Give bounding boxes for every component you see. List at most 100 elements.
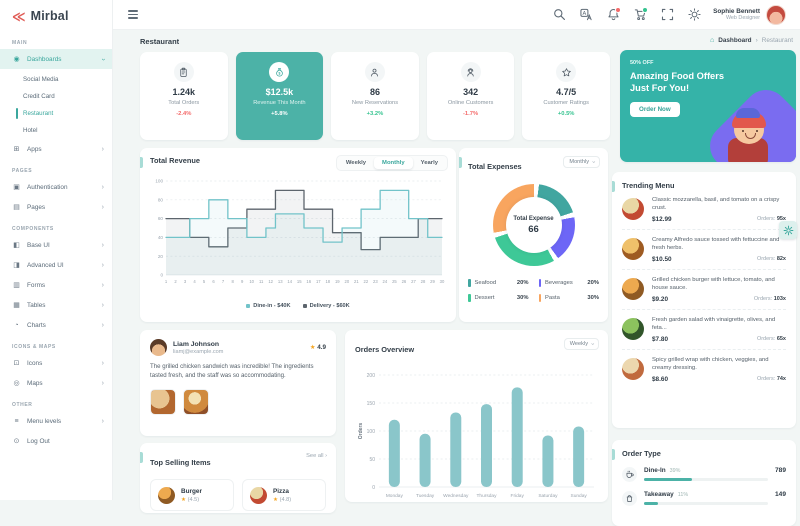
- see-all-link[interactable]: See all ›: [306, 453, 327, 459]
- fullscreen-icon[interactable]: [660, 8, 674, 22]
- sidebar-item-restaurant[interactable]: Restaurant: [0, 105, 112, 122]
- menu-levels-icon: ≡: [14, 417, 19, 425]
- sidebar-section-title-main: MAIN: [12, 40, 28, 46]
- sidebar-item-hotel[interactable]: Hotel: [23, 127, 38, 134]
- orders-period-dropdown[interactable]: Weekly ›: [563, 338, 599, 350]
- svg-text:23: 23: [373, 279, 378, 284]
- svg-text:15: 15: [297, 279, 302, 284]
- orders-label: Orders:: [753, 296, 773, 303]
- legend-item-delivery-60k: Delivery - $60K: [302, 303, 350, 309]
- trending-menu-title: Trending Menu: [622, 181, 675, 190]
- svg-text:30: 30: [440, 279, 445, 284]
- trending-item[interactable]: Creamy Alfredo sauce tossed with fettucc…: [622, 230, 786, 270]
- settings-button[interactable]: [779, 221, 797, 239]
- trending-item[interactable]: Grilled chicken burger with lettuce, tom…: [622, 270, 786, 310]
- sidebar-item-advanced-ui[interactable]: ◨ Advanced UI ›: [0, 255, 112, 275]
- trending-menu-list: Classic mozzarella, basil, and tomato on…: [622, 190, 786, 389]
- svg-text:9: 9: [241, 279, 244, 284]
- svg-text:8: 8: [231, 279, 234, 284]
- svg-text:14: 14: [287, 279, 292, 284]
- sidebar-item-social-media[interactable]: Social Media: [23, 76, 59, 83]
- svg-text:22: 22: [364, 279, 369, 284]
- stat-card-total-orders[interactable]: 1.24k Total Orders -2.4%: [140, 52, 228, 140]
- sidebar-item-pages[interactable]: ▤ Pages ›: [0, 197, 112, 217]
- review-card: Liam Johnson liamj@example.com ★ 4.9 The…: [140, 330, 336, 436]
- orders-label: Orders:: [756, 216, 776, 223]
- burger-image: [622, 277, 644, 300]
- trending-item[interactable]: Spicy grilled wrap with chicken, veggies…: [622, 350, 786, 389]
- tab-yearly[interactable]: Yearly: [420, 160, 438, 166]
- sidebar-item-charts[interactable]: ◔ Charts ›: [0, 315, 112, 335]
- sidebar-item-label: Tables: [27, 301, 46, 309]
- review-photo-egg-sandwich[interactable]: [183, 388, 209, 415]
- theme-toggle-icon[interactable]: [687, 8, 701, 22]
- stat-card-new-reservations[interactable]: 86 New Reservations +3.2%: [331, 52, 419, 140]
- sidebar-item-forms[interactable]: ▥ Forms ›: [0, 275, 112, 295]
- breadcrumb-dashboard[interactable]: Dashboard: [718, 37, 752, 44]
- sidebar-item-dashboards[interactable]: ◉ Dashboards ›: [0, 49, 112, 69]
- svg-text:0: 0: [372, 485, 375, 491]
- home-icon[interactable]: ⌂: [709, 37, 715, 44]
- sidebar-item-apps[interactable]: ⊞ Apps ›: [0, 139, 112, 159]
- cart-icon[interactable]: [633, 6, 649, 22]
- notifications-icon[interactable]: [606, 6, 622, 22]
- trending-item[interactable]: Classic mozzarella, basil, and tomato on…: [622, 190, 786, 230]
- notification-badge: [614, 6, 622, 13]
- expenses-period-dropdown[interactable]: Monthly ›: [563, 156, 600, 168]
- order-type-percent: 39%: [669, 468, 681, 474]
- trending-item-orders: Orders: 82x: [757, 256, 786, 262]
- chevron-down-icon: ›: [589, 343, 595, 345]
- svg-text:6: 6: [212, 279, 215, 284]
- top-selling-item-burger[interactable]: Burger ★ (4.5): [150, 479, 234, 511]
- legend-label: Dine-in - $40K: [253, 303, 291, 309]
- avatar[interactable]: [766, 4, 786, 25]
- user-menu[interactable]: Sophie Bennett Web Designer: [713, 8, 760, 21]
- stat-card-customer-ratings[interactable]: 4.7/5 Customer Ratings +0.5%: [522, 52, 610, 140]
- sidebar-item-menu-levels[interactable]: ≡ Menu levels ›: [0, 411, 112, 431]
- reservations-icon: [364, 62, 385, 82]
- review-photo-sandwich[interactable]: [150, 388, 176, 415]
- svg-text:20: 20: [344, 279, 349, 284]
- base-ui-icon: ◧: [13, 242, 20, 249]
- svg-text:10: 10: [249, 279, 254, 284]
- stat-label: Revenue This Month: [253, 100, 306, 106]
- trending-item[interactable]: Fresh garden salad with vinaigrette, oli…: [622, 310, 786, 350]
- language-icon[interactable]: A: [579, 8, 593, 22]
- brand-logo[interactable]: ≪ Mirbal: [0, 0, 112, 31]
- stat-card-online-customers[interactable]: 342 Online Customers -1.7%: [426, 52, 515, 140]
- promo-title: Amazing Food Offers Just For You!: [630, 71, 725, 94]
- reviewer-email: liamj@example.com: [173, 348, 224, 355]
- sidebar-item-authentication[interactable]: ▣ Authentication ›: [0, 177, 112, 197]
- sidebar-item-maps[interactable]: ◎ Maps ›: [0, 373, 112, 393]
- trending-item-price: $9.20: [652, 295, 668, 303]
- order-now-button[interactable]: Order Now: [630, 102, 680, 118]
- tab-monthly[interactable]: Monthly: [374, 157, 413, 169]
- sidebar-item-credit-card[interactable]: Credit Card: [23, 93, 55, 100]
- revenue-icon: $: [269, 62, 290, 82]
- breadcrumb-separator: ›: [755, 37, 758, 44]
- user-name: Sophie Bennett: [713, 8, 760, 15]
- stat-label: Total Orders: [168, 100, 200, 106]
- promo-card: 50% OFF Amazing Food Offers Just For You…: [620, 50, 796, 162]
- svg-text:24: 24: [383, 279, 388, 284]
- svg-text:12: 12: [268, 279, 273, 284]
- promo-character-eye: [755, 129, 758, 132]
- top-selling-item-pizza[interactable]: Pizza ★ (4.8): [242, 479, 326, 511]
- orders-count: 95x: [776, 216, 786, 223]
- order-type-label: Takeaway: [644, 491, 674, 498]
- reviewer-avatar: [150, 339, 167, 356]
- cart-badge: [641, 6, 649, 13]
- expense-legend-seafood: Seafood 20%: [468, 279, 529, 287]
- sidebar-item-icons[interactable]: ⊡ Icons ›: [0, 353, 112, 373]
- legend-percent: 30%: [587, 295, 599, 301]
- search-icon[interactable]: [552, 8, 566, 22]
- sidebar-item-log-out[interactable]: ⊙ Log Out: [0, 431, 112, 451]
- order-type-card: Order Type Dine-In 39% 789 Takeaway 11% 149: [612, 440, 796, 526]
- tab-weekly[interactable]: Weekly: [345, 160, 367, 166]
- stat-value: 342: [463, 87, 479, 97]
- menu-toggle-icon[interactable]: [128, 10, 138, 19]
- sidebar-item-base-ui[interactable]: ◧ Base UI ›: [0, 235, 112, 255]
- stat-card-revenue-this-month[interactable]: $ $12.5k Revenue This Month +5.8%: [235, 52, 324, 140]
- sidebar-item-tables[interactable]: ▦ Tables ›: [0, 295, 112, 315]
- sidebar-item-label: Menu levels: [27, 417, 62, 425]
